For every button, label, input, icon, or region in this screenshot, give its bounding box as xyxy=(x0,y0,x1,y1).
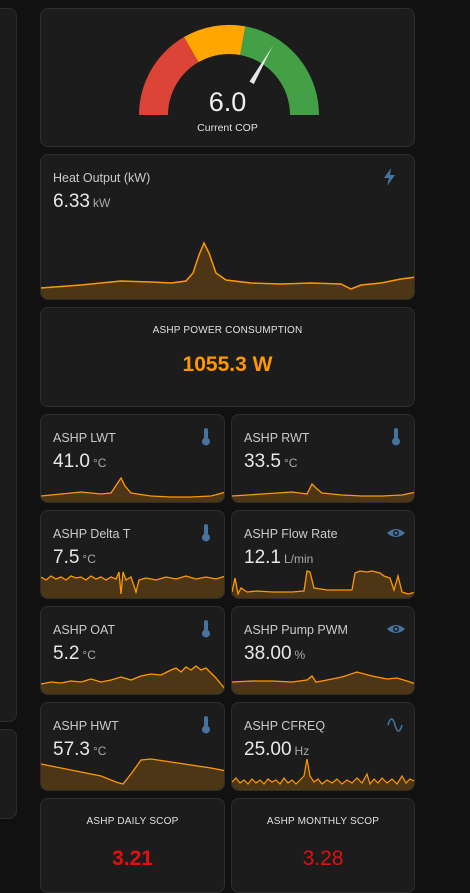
monthly-scop-value: 3.28 xyxy=(302,847,344,870)
sensor-value-row: 12.1 L/min xyxy=(244,547,313,569)
sensor-value-row: 7.5 °C xyxy=(53,547,96,569)
thermometer-icon xyxy=(392,428,400,446)
monthly-scop-card[interactable]: ASHP MONTHLY SCOP 3.28 xyxy=(231,798,415,893)
heat-output-name: Heat Output (kW) xyxy=(53,171,151,185)
sensor-unit: °C xyxy=(92,744,107,758)
sensor-name: ASHP RWT xyxy=(244,431,310,445)
daily-scop-title: ASHP DAILY SCOP xyxy=(86,816,179,827)
sensor-value: 41.0 xyxy=(53,451,90,472)
sensor-name: ASHP OAT xyxy=(53,623,116,637)
sensor-value: 33.5 xyxy=(244,451,281,472)
gauge-segment-yellow xyxy=(184,24,246,63)
sensor-card-flow-rate[interactable]: ASHP Flow Rate 12.1 L/min xyxy=(231,510,415,599)
sensor-value: 25.00 xyxy=(244,739,292,760)
cop-gauge xyxy=(139,24,320,115)
sensor-unit: °C xyxy=(283,456,298,470)
sensor-name: ASHP CFREQ xyxy=(244,719,326,733)
sensor-card-oat[interactable]: ASHP OAT 5.2 °C xyxy=(40,606,225,695)
monthly-scop-title: ASHP MONTHLY SCOP xyxy=(266,816,380,827)
sensor-value: 5.2 xyxy=(53,643,80,664)
sensor-value-row: 38.00% xyxy=(244,643,305,665)
power-consumption-title: ASHP POWER CONSUMPTION xyxy=(152,325,303,336)
heat-output-card[interactable]: Heat Output (kW) 6.33 kW xyxy=(40,154,415,300)
sensor-sparkline xyxy=(41,571,224,598)
sensor-name: ASHP Pump PWM xyxy=(244,623,348,637)
sensor-sparkline xyxy=(232,671,414,694)
sensor-card-delta-t[interactable]: ASHP Delta T 7.5 °C xyxy=(40,510,225,599)
sensor-value-row: 41.0 °C xyxy=(53,451,106,473)
sensor-name: ASHP HWT xyxy=(53,719,119,733)
cop-label: Current COP xyxy=(197,122,258,134)
sensor-value-row: 57.3 °C xyxy=(53,739,106,761)
power-consumption-card[interactable]: ASHP POWER CONSUMPTION 1055.3 W xyxy=(40,307,415,407)
sensor-sparkline xyxy=(232,570,414,598)
sensor-unit: °C xyxy=(82,648,96,662)
gauge-segment-red xyxy=(139,37,199,115)
sensor-card-cfreq[interactable]: ASHP CFREQ 25.00 Hz xyxy=(231,702,415,791)
sidebar-panel-top xyxy=(0,8,17,722)
heat-output-sparkline xyxy=(41,241,414,299)
cop-value: 6.0 xyxy=(208,87,247,117)
sensor-sparkline xyxy=(232,758,414,790)
sensor-value-row: 5.2 °C xyxy=(53,643,96,665)
sensor-value: 7.5 xyxy=(53,547,80,568)
heat-output-value-row: 6.33 kW xyxy=(53,191,110,213)
sensor-value-row: 25.00 Hz xyxy=(244,739,309,761)
sensor-unit: % xyxy=(294,648,306,662)
sine-wave-icon xyxy=(387,718,403,732)
sensor-unit: L/min xyxy=(283,552,314,566)
heat-output-unit: kW xyxy=(92,196,111,210)
sidebar-panel-bottom xyxy=(0,729,17,819)
sensor-card-rwt[interactable]: ASHP RWT 33.5 °C xyxy=(231,414,415,503)
thermometer-icon xyxy=(202,428,210,446)
lightning-icon xyxy=(384,168,395,186)
sensor-sparkline xyxy=(41,758,224,790)
heat-output-value: 6.33 xyxy=(53,191,90,212)
power-consumption-value: 1055.3 W xyxy=(182,353,273,376)
daily-scop-card[interactable]: ASHP DAILY SCOP 3.21 xyxy=(40,798,225,893)
sensor-name: ASHP LWT xyxy=(53,431,116,445)
sensor-card-hwt[interactable]: ASHP HWT 57.3 °C xyxy=(40,702,225,791)
cop-gauge-card[interactable]: 6.0 Current COP xyxy=(40,8,415,147)
sensor-value: 38.00 xyxy=(244,643,292,664)
thermometer-icon xyxy=(202,716,210,734)
sensor-name: ASHP Flow Rate xyxy=(244,527,338,541)
thermometer-icon xyxy=(202,620,210,638)
thermometer-icon xyxy=(202,524,210,542)
sensor-unit: °C xyxy=(92,456,107,470)
sensor-value: 57.3 xyxy=(53,739,90,760)
sensor-card-lwt[interactable]: ASHP LWT 41.0 °C xyxy=(40,414,225,503)
sensor-unit: Hz xyxy=(294,744,310,758)
sensor-name: ASHP Delta T xyxy=(53,527,131,541)
sensor-sparkline xyxy=(41,665,224,694)
sensor-unit: °C xyxy=(82,552,96,566)
sensor-card-pump-pwm[interactable]: ASHP Pump PWM 38.00% xyxy=(231,606,415,695)
eye-icon xyxy=(387,529,405,537)
sensor-sparkline xyxy=(41,476,224,502)
gauge-needle xyxy=(249,45,273,85)
sensor-value-row: 33.5 °C xyxy=(244,451,297,473)
sensor-sparkline xyxy=(232,482,414,502)
gauge-segment-green xyxy=(240,26,320,115)
sensor-value: 12.1 xyxy=(244,547,281,568)
eye-icon xyxy=(387,625,405,633)
daily-scop-value: 3.21 xyxy=(112,847,153,870)
